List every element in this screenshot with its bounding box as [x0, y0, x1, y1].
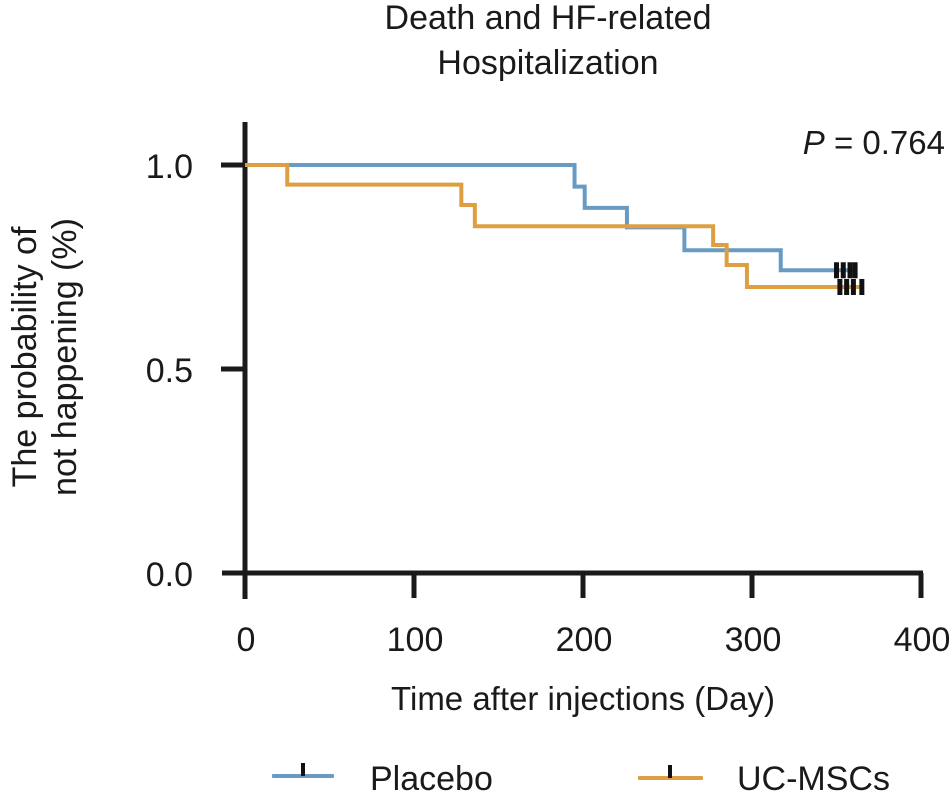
censor-mark-uc-mscs-day356 [844, 278, 850, 295]
censor-mark-placebo-day361 [852, 262, 858, 279]
x-tick-label-0: 0 [237, 621, 256, 659]
legend-label-placebo: Placebo [370, 760, 493, 798]
x-tick-label-300: 300 [725, 621, 782, 659]
x-axis-title: Time after injections (Day) [391, 680, 775, 717]
p-value-text: = 0.764 [824, 124, 945, 161]
p-value-annotation: P = 0.764 [803, 124, 945, 162]
y-tick-label-0.0: 0.0 [146, 556, 193, 594]
legend-swatch-placebo [272, 774, 334, 778]
legend-label-ucmscs: UC-MSCs [737, 760, 890, 798]
chart-title-line2: Hospitalization [437, 44, 659, 82]
x-tick-label-100: 100 [387, 621, 444, 659]
y-tick-label-1.0: 1.0 [146, 148, 193, 186]
legend-swatch-ucmscs [638, 776, 703, 780]
censor-mark-uc-mscs-day365 [859, 278, 865, 295]
censor-mark-uc-mscs-day360 [850, 278, 856, 295]
censor-mark-placebo-day350 [834, 262, 839, 279]
chart-title-line1: Death and HF-related [384, 0, 712, 37]
censor-mark-uc-mscs-day352 [837, 278, 843, 295]
y-tick-label-0.5: 0.5 [146, 352, 193, 390]
x-tick-label-200: 200 [556, 621, 613, 659]
legend-censor-tick-placebo [301, 763, 305, 776]
censor-mark-placebo-day354 [840, 262, 846, 279]
chart-title: Death and HF-related Hospitalization [385, 0, 712, 86]
p-value-symbol: P [802, 124, 825, 161]
km-curve-uc-mscs [245, 163, 864, 289]
censor-mark-placebo-day358 [847, 262, 853, 279]
km-curve-placebo [245, 163, 857, 273]
legend-censor-tick-ucmscs [668, 765, 672, 778]
x-tick-label-400: 400 [894, 621, 951, 659]
